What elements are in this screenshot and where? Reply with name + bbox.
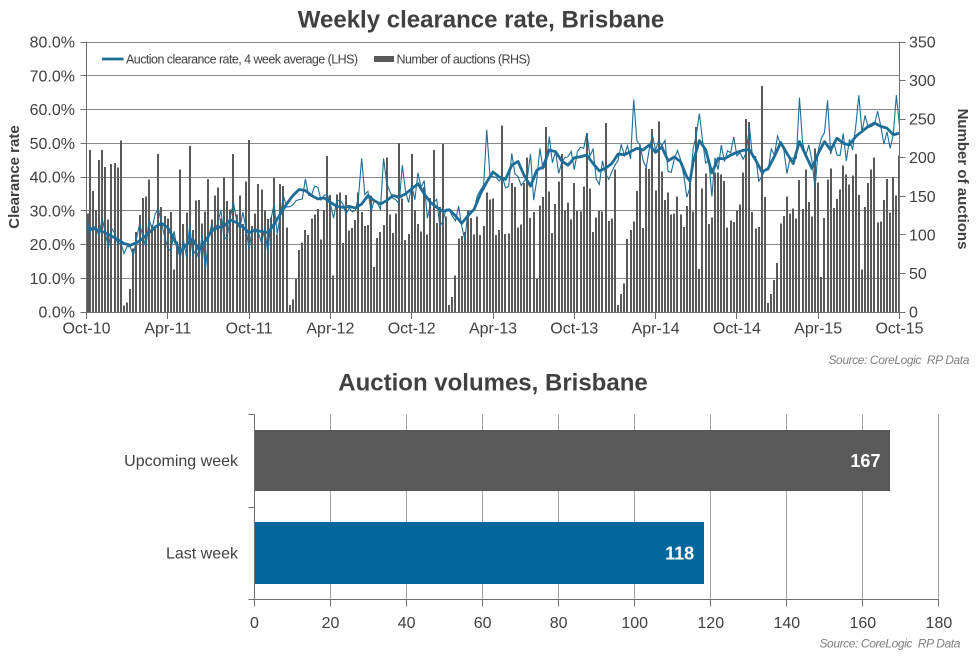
svg-text:50.0%: 50.0% <box>30 136 75 153</box>
svg-text:Apr-13: Apr-13 <box>469 321 517 338</box>
svg-text:Source: CoreLogic RP Data: Source: CoreLogic RP Data <box>828 353 969 367</box>
svg-text:150: 150 <box>909 189 936 206</box>
svg-text:Clearance rate: Clearance rate <box>6 125 23 228</box>
svg-text:Oct-10: Oct-10 <box>62 321 110 338</box>
svg-text:20.0%: 20.0% <box>30 237 75 254</box>
svg-text:60: 60 <box>474 615 492 632</box>
svg-text:Oct-14: Oct-14 <box>713 321 761 338</box>
svg-text:Apr-12: Apr-12 <box>306 321 354 338</box>
svg-text:70.0%: 70.0% <box>30 68 75 85</box>
svg-text:Last week: Last week <box>166 546 239 563</box>
svg-text:40: 40 <box>398 615 416 632</box>
svg-text:Oct-11: Oct-11 <box>226 321 273 338</box>
svg-text:Oct-13: Oct-13 <box>550 321 598 338</box>
svg-text:60.0%: 60.0% <box>30 102 75 119</box>
svg-text:Number of auctions (RHS): Number of auctions (RHS) <box>397 53 531 67</box>
svg-text:30.0%: 30.0% <box>30 203 75 220</box>
svg-text:Upcoming week: Upcoming week <box>124 453 239 470</box>
svg-text:Apr-15: Apr-15 <box>794 321 842 338</box>
svg-text:20: 20 <box>322 615 340 632</box>
svg-text:Weekly clearance rate, Brisban: Weekly clearance rate, Brisbane <box>298 7 664 34</box>
svg-text:120: 120 <box>697 615 724 632</box>
svg-text:Apr-11: Apr-11 <box>144 321 191 338</box>
svg-text:0: 0 <box>250 615 259 632</box>
svg-text:Auction clearance rate, 4 week: Auction clearance rate, 4 week average (… <box>126 53 358 67</box>
svg-text:140: 140 <box>773 615 800 632</box>
svg-text:118: 118 <box>665 544 694 564</box>
svg-text:100: 100 <box>621 615 648 632</box>
svg-text:Number of auctions: Number of auctions <box>954 109 971 250</box>
svg-text:250: 250 <box>909 112 936 129</box>
svg-text:0: 0 <box>909 305 918 322</box>
svg-text:0.0%: 0.0% <box>39 305 75 322</box>
svg-text:Auction volumes, Brisbane: Auction volumes, Brisbane <box>338 370 647 397</box>
svg-text:100: 100 <box>909 227 936 244</box>
svg-text:300: 300 <box>909 73 936 90</box>
svg-text:10.0%: 10.0% <box>30 271 75 288</box>
svg-text:80: 80 <box>550 615 568 632</box>
svg-text:180: 180 <box>926 615 953 632</box>
svg-text:80.0%: 80.0% <box>30 35 75 52</box>
svg-text:200: 200 <box>909 150 936 167</box>
svg-text:350: 350 <box>909 35 936 52</box>
svg-text:Oct-12: Oct-12 <box>388 321 436 338</box>
svg-text:Source: CoreLogic RP Data: Source: CoreLogic RP Data <box>819 637 960 651</box>
svg-text:160: 160 <box>849 615 876 632</box>
svg-text:50: 50 <box>909 266 927 283</box>
svg-text:40.0%: 40.0% <box>30 170 75 187</box>
svg-text:167: 167 <box>850 451 880 471</box>
svg-text:Apr-14: Apr-14 <box>632 321 680 338</box>
svg-text:Oct-15: Oct-15 <box>875 321 923 338</box>
